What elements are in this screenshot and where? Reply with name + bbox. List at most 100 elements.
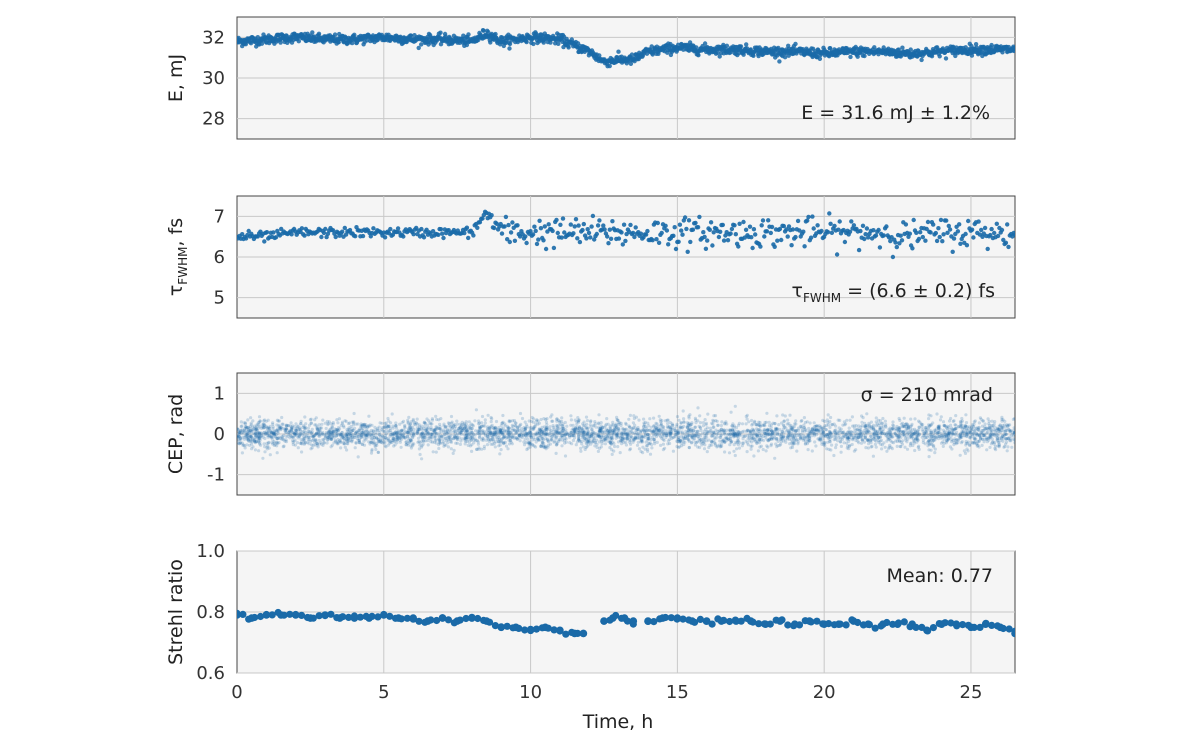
cep-point bbox=[268, 453, 272, 457]
cep-point bbox=[361, 434, 365, 438]
cep-point bbox=[582, 430, 586, 434]
cep-point bbox=[927, 413, 931, 417]
cep-point bbox=[721, 438, 725, 442]
energy-point bbox=[419, 42, 424, 47]
cep-point bbox=[459, 430, 463, 434]
cep-point bbox=[757, 441, 761, 445]
cep-point bbox=[664, 433, 669, 437]
cep-point bbox=[996, 444, 1000, 448]
duration-point bbox=[815, 223, 820, 228]
cep-point bbox=[241, 431, 246, 435]
cep-point bbox=[781, 435, 786, 439]
cep-point bbox=[288, 424, 292, 428]
cep-point bbox=[767, 420, 771, 424]
cep-point bbox=[391, 426, 395, 430]
cep-point bbox=[835, 430, 840, 434]
cep-point bbox=[243, 434, 248, 438]
data-points bbox=[237, 209, 1015, 260]
duration-point bbox=[321, 230, 327, 236]
cep-point bbox=[406, 421, 410, 425]
data-points bbox=[237, 404, 1015, 461]
cep-point bbox=[408, 440, 412, 444]
cep-point bbox=[524, 441, 528, 445]
cep-point bbox=[374, 432, 378, 436]
cep-point bbox=[386, 437, 391, 441]
energy-point bbox=[751, 53, 756, 58]
cep-point bbox=[411, 435, 415, 439]
cep-point bbox=[789, 423, 793, 428]
cep-point bbox=[761, 438, 766, 443]
cep-point bbox=[439, 435, 443, 439]
cep-point bbox=[575, 422, 579, 426]
energy-point bbox=[507, 46, 512, 51]
cep-point bbox=[896, 436, 900, 440]
cep-point bbox=[979, 431, 983, 435]
cep-point bbox=[527, 419, 531, 423]
duration-point bbox=[508, 230, 514, 235]
cep-point bbox=[329, 437, 333, 441]
cep-point bbox=[878, 427, 882, 431]
cep-point bbox=[790, 431, 794, 435]
cep-point bbox=[354, 431, 358, 435]
cep-point bbox=[775, 437, 779, 441]
cep-point bbox=[992, 428, 996, 432]
duration-point bbox=[790, 227, 796, 232]
energy-point bbox=[881, 45, 886, 50]
cep-point bbox=[489, 420, 493, 424]
cep-point bbox=[706, 412, 710, 416]
cep-point bbox=[616, 418, 620, 423]
cep-point bbox=[732, 432, 737, 436]
cep-point bbox=[864, 427, 868, 431]
cep-point bbox=[998, 427, 1002, 431]
cep-point bbox=[262, 423, 266, 427]
cep-point bbox=[1006, 436, 1010, 440]
duration-point bbox=[299, 226, 305, 231]
duration-point bbox=[534, 241, 540, 247]
cep-point bbox=[402, 435, 406, 439]
cep-point bbox=[346, 430, 351, 434]
cep-point bbox=[941, 433, 945, 438]
cep-point bbox=[321, 430, 325, 435]
cep-point bbox=[443, 424, 448, 429]
cep-point bbox=[517, 436, 521, 440]
cep-point bbox=[288, 436, 292, 440]
cep-point bbox=[732, 428, 736, 432]
cep-point bbox=[310, 430, 314, 434]
cep-point bbox=[765, 428, 769, 432]
cep-point bbox=[355, 434, 359, 438]
cep-point bbox=[430, 422, 434, 426]
cep-point bbox=[501, 432, 505, 436]
duration-point bbox=[768, 230, 773, 236]
cep-point bbox=[237, 433, 240, 437]
energy-point bbox=[607, 63, 612, 69]
cep-point bbox=[897, 435, 902, 439]
cep-point bbox=[545, 437, 550, 441]
cep-point bbox=[773, 433, 777, 437]
duration-point bbox=[801, 229, 806, 234]
cep-point bbox=[527, 443, 531, 447]
cep-point bbox=[272, 441, 276, 445]
cep-point bbox=[738, 433, 742, 437]
cep-point bbox=[360, 431, 364, 435]
cep-point bbox=[749, 433, 753, 437]
cep-point bbox=[927, 439, 931, 443]
cep-point bbox=[735, 447, 739, 451]
cep-point bbox=[580, 442, 584, 446]
cep-point bbox=[705, 450, 709, 454]
cep-point bbox=[357, 433, 361, 437]
duration-point bbox=[543, 246, 549, 252]
duration-point bbox=[795, 218, 801, 224]
cep-point bbox=[312, 434, 316, 438]
cep-point bbox=[323, 433, 327, 438]
cep-point bbox=[530, 442, 534, 446]
duration-point bbox=[995, 233, 1001, 239]
cep-point bbox=[1005, 449, 1009, 453]
cep-point bbox=[488, 429, 492, 433]
cep-point bbox=[876, 436, 881, 440]
cep-point bbox=[905, 424, 909, 429]
cep-point bbox=[773, 422, 777, 426]
cep-point bbox=[829, 415, 833, 420]
cep-point bbox=[501, 431, 505, 435]
cep-point bbox=[589, 420, 593, 424]
cep-point bbox=[701, 421, 706, 425]
